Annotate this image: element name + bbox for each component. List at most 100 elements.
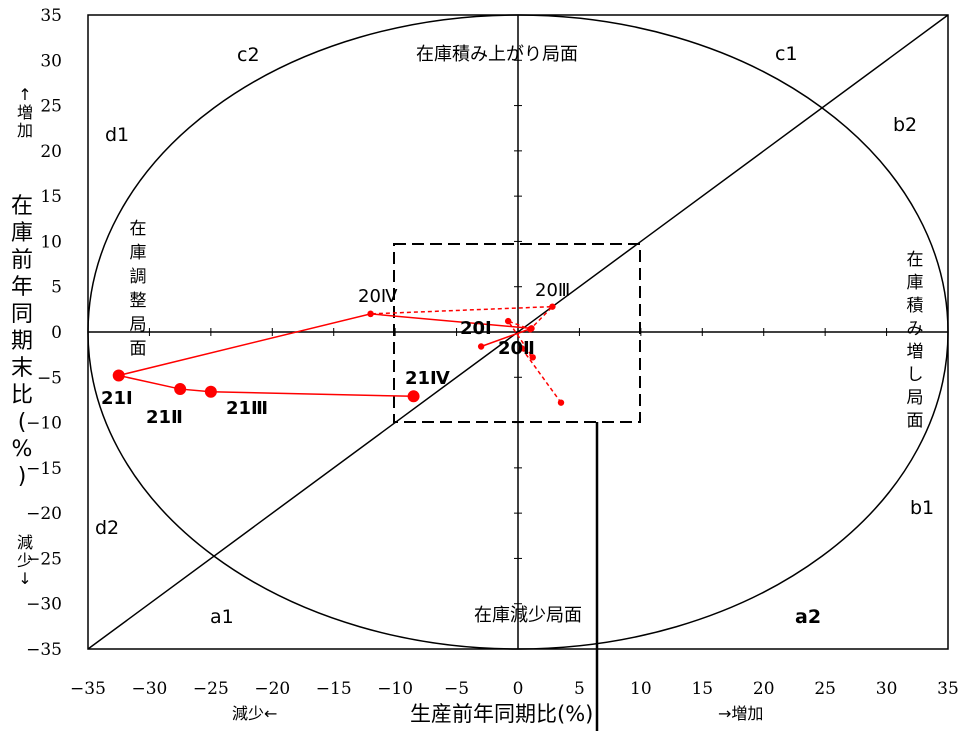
x-tick-label: −5 [444,679,469,699]
region-left-char: 面 [130,339,147,359]
y-dir-up-char: 加 [17,121,33,140]
y-axis-title-char: ( [18,410,27,435]
region-right-char: 積 [907,296,924,316]
x-tick-label: 25 [814,679,836,699]
y-dir-down: 減少↓ [17,533,33,588]
y-tick-label: −20 [26,504,62,524]
x-dir-right: →増加 [718,704,763,723]
y-tick-label: 35 [40,6,62,26]
y-tick-label: −35 [26,640,62,660]
y-axis-title-char: ) [18,464,27,489]
region-right-char: 庫 [907,273,924,293]
data-point [549,303,556,310]
data-point [477,343,485,350]
series-layer [112,303,565,406]
y-axis-title-char: 在 [11,194,33,219]
data-point [174,383,187,396]
y-tick-label: −25 [26,549,62,569]
zone-a1: a1 [210,606,234,628]
point-label-20-4: 20Ⅳ [358,286,398,307]
y-dir-down-char: 少 [17,551,33,570]
y-axis-title-char: 末 [11,356,33,381]
y-tick-label: 10 [40,232,62,252]
data-point [518,345,525,352]
y-dir-up: ↑増加 [17,85,33,140]
y-axis-title-char: 同 [11,302,33,327]
zone-c1: c1 [775,43,798,65]
y-dir-down-char: 減 [17,533,33,552]
region-right-char: し [907,365,924,385]
data-point [557,399,565,406]
region-right-char: 面 [907,411,924,431]
data-point [112,369,125,382]
region-left-char: 調 [130,267,147,287]
x-tick-label: −15 [316,679,352,699]
data-point [529,354,536,361]
y-tick-labels: 35 30 25 20 15 10 5 0 −5 −10 −15 −20 −25 −30 −35 [26,6,62,660]
y-axis-title-char: % [12,437,33,462]
zone-b2: b2 [893,114,917,136]
region-right-char: 局 [907,388,924,408]
x-tick-label: −30 [131,679,167,699]
zoom-box [393,243,641,423]
data-point [367,310,374,318]
y-axis-title-char: 年 [11,275,33,300]
point-label-21-3: 21Ⅲ [226,398,268,419]
y-tick-label: 25 [40,97,62,117]
y-tick-label: 30 [40,51,62,71]
x-tick-label: 5 [574,679,585,699]
y-tick-label: −5 [37,368,62,388]
y-axis-title-char: 庫 [11,221,33,246]
x-tick-label: −35 [70,679,106,699]
y-dir-up-char: ↑ [18,85,31,104]
data-point [504,317,512,325]
zone-d1: d1 [105,124,129,146]
region-right-char: 増 [907,342,924,362]
data-point [407,390,420,403]
x-tick-label: −20 [254,679,290,699]
y-axis-title-char: 前 [11,248,33,273]
zone-a2: a2 [795,606,821,628]
point-label-20-3: 20Ⅲ [535,280,570,301]
x-tick-label: 20 [753,679,775,699]
point-label-20-1: 20Ⅰ [460,318,492,339]
y-dir-up-char: 増 [17,103,33,122]
y-axis-title-char: 期 [11,329,33,354]
region-right-char: 在 [907,250,924,270]
zone-d2: d2 [95,517,119,539]
y-tick-label: −30 [26,595,62,615]
y-tick-label: −15 [26,459,62,479]
x-tick-label: 15 [691,679,713,699]
x-tick-label: 30 [876,679,898,699]
region-left-char: 在 [130,219,147,239]
zone-c2: c2 [237,44,260,66]
y-axis-title-char: 比 [11,383,33,408]
point-label-21-1: 21Ⅰ [101,388,133,409]
data-point [528,325,535,332]
x-axis-title: 生産前年同期比(%) [410,702,593,726]
region-top-label: 在庫積み上がり局面 [416,44,578,65]
region-left-char: 局 [130,315,147,335]
y-tick-label: 0 [51,323,62,343]
zone-b1: b1 [910,497,934,519]
y-tick-label: −10 [26,414,62,434]
region-left-char: 庫 [130,243,147,263]
x-dir-left: 減少← [232,704,277,723]
x-tick-label: 0 [513,679,524,699]
data-point [204,385,217,398]
region-left-char: 整 [130,291,147,311]
x-tick-label: −25 [193,679,229,699]
point-label-21-4: 21Ⅳ [405,368,450,389]
y-tick-label: 20 [40,142,62,162]
x-tick-label: 35 [937,679,959,699]
point-label-20-2: 20Ⅱ [498,338,535,359]
point-label-21-2: 21Ⅱ [146,407,183,428]
y-tick-label: 15 [40,187,62,207]
y-tick-label: 5 [51,278,62,298]
region-bottom-label: 在庫減少局面 [474,605,582,626]
x-tick-labels: −35 −30 −25 −20 −15 −10 −5 0 5 10 15 20 25 30 35 [70,679,959,699]
